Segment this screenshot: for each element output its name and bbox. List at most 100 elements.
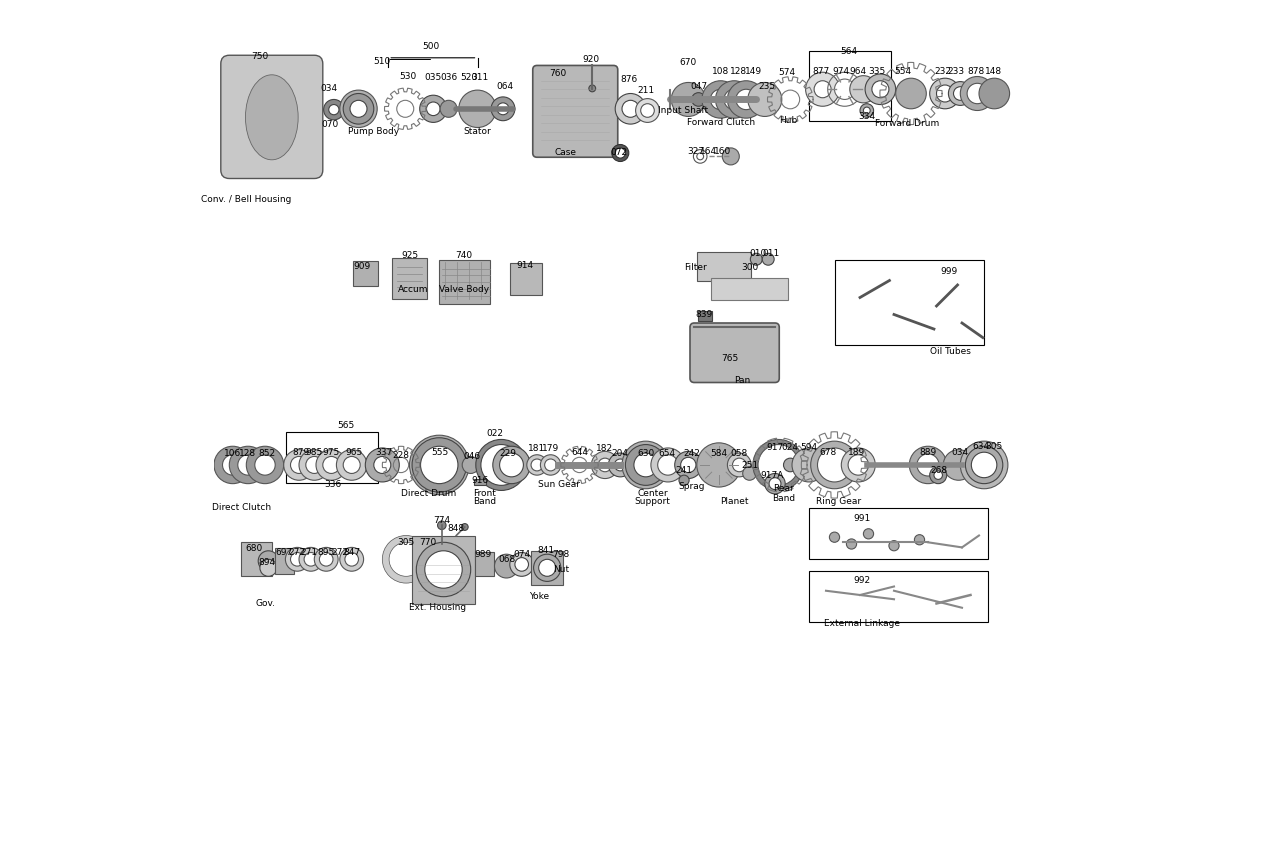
Circle shape (598, 458, 612, 472)
Circle shape (350, 100, 367, 117)
Circle shape (373, 456, 391, 473)
Circle shape (285, 547, 309, 571)
Circle shape (769, 478, 781, 490)
Text: 148: 148 (985, 67, 1002, 76)
Circle shape (732, 458, 746, 472)
Circle shape (835, 79, 855, 99)
Circle shape (750, 253, 762, 265)
Circle shape (943, 450, 974, 480)
Text: 189: 189 (849, 448, 865, 456)
Circle shape (865, 74, 896, 105)
Text: 272: 272 (289, 548, 305, 557)
Text: 305: 305 (985, 442, 1003, 450)
Text: 181: 181 (528, 445, 546, 453)
Circle shape (290, 456, 308, 473)
Text: Planet: Planet (720, 497, 749, 506)
Circle shape (612, 144, 629, 162)
Circle shape (841, 448, 875, 482)
Bar (532, 551, 564, 585)
Circle shape (299, 450, 330, 480)
Text: 847: 847 (343, 548, 360, 557)
Text: 965: 965 (345, 448, 363, 456)
Text: 917: 917 (767, 443, 783, 451)
Text: 046: 046 (463, 452, 481, 461)
Circle shape (679, 475, 689, 485)
Circle shape (608, 453, 633, 477)
Text: 268: 268 (930, 466, 947, 474)
Text: 520: 520 (460, 73, 478, 82)
Circle shape (510, 552, 534, 576)
Circle shape (345, 552, 359, 566)
Circle shape (532, 459, 543, 471)
Text: 678: 678 (819, 448, 836, 456)
Circle shape (314, 547, 339, 571)
Circle shape (592, 451, 619, 479)
Circle shape (420, 446, 458, 484)
Text: 839: 839 (695, 310, 713, 319)
Text: Rear: Rear (773, 484, 794, 493)
Text: 574: 574 (778, 68, 795, 76)
Text: 242: 242 (684, 449, 700, 457)
Circle shape (916, 454, 939, 476)
Circle shape (417, 542, 470, 597)
Text: 510: 510 (373, 57, 391, 65)
Text: Forward Clutch: Forward Clutch (686, 118, 755, 127)
Circle shape (213, 446, 252, 484)
Circle shape (640, 104, 654, 117)
Circle shape (929, 78, 960, 109)
Circle shape (481, 445, 521, 485)
Circle shape (967, 83, 988, 104)
Circle shape (850, 76, 877, 103)
Text: 272: 272 (331, 548, 349, 557)
Circle shape (697, 443, 741, 487)
Text: 335: 335 (868, 67, 886, 76)
Text: 128: 128 (730, 67, 748, 76)
Text: Direct Drum: Direct Drum (401, 489, 456, 497)
Text: 991: 991 (854, 514, 870, 523)
Circle shape (320, 552, 334, 566)
Text: Accum: Accum (397, 285, 428, 293)
Circle shape (965, 446, 1003, 484)
Text: 770: 770 (419, 538, 437, 547)
Text: 909: 909 (353, 262, 371, 270)
Text: 036: 036 (440, 73, 458, 82)
Text: Filter: Filter (685, 264, 707, 272)
Text: 914: 914 (516, 261, 534, 269)
Circle shape (764, 473, 785, 494)
Circle shape (671, 82, 705, 116)
Text: 774: 774 (433, 516, 450, 524)
Circle shape (615, 459, 626, 471)
Circle shape (461, 524, 468, 530)
Text: 964: 964 (850, 67, 866, 76)
Text: 108: 108 (712, 67, 730, 76)
Circle shape (762, 253, 774, 265)
Circle shape (651, 448, 685, 482)
Circle shape (222, 455, 243, 475)
Text: 235: 235 (758, 82, 774, 91)
Circle shape (896, 78, 927, 109)
Text: Case: Case (555, 148, 576, 156)
Bar (809, 508, 988, 559)
Bar (474, 479, 486, 485)
Circle shape (625, 445, 666, 485)
Text: 327: 327 (688, 147, 704, 156)
Text: 022: 022 (486, 429, 504, 438)
Text: Direct Clutch: Direct Clutch (212, 503, 271, 512)
Text: 876: 876 (620, 76, 638, 84)
FancyBboxPatch shape (690, 323, 780, 382)
Circle shape (491, 97, 515, 121)
Circle shape (500, 453, 524, 477)
Text: 010: 010 (749, 249, 767, 258)
Text: 251: 251 (741, 462, 758, 470)
Text: Support: Support (635, 497, 671, 506)
Circle shape (539, 559, 556, 576)
Text: Ring Gear: Ring Gear (817, 497, 861, 506)
Text: 035: 035 (424, 73, 442, 82)
Circle shape (409, 435, 469, 495)
Circle shape (727, 81, 764, 118)
Text: 336: 336 (325, 480, 341, 489)
Circle shape (971, 452, 997, 478)
Text: 164: 164 (700, 147, 717, 156)
Text: 034: 034 (952, 448, 969, 456)
Text: 985: 985 (305, 448, 323, 456)
